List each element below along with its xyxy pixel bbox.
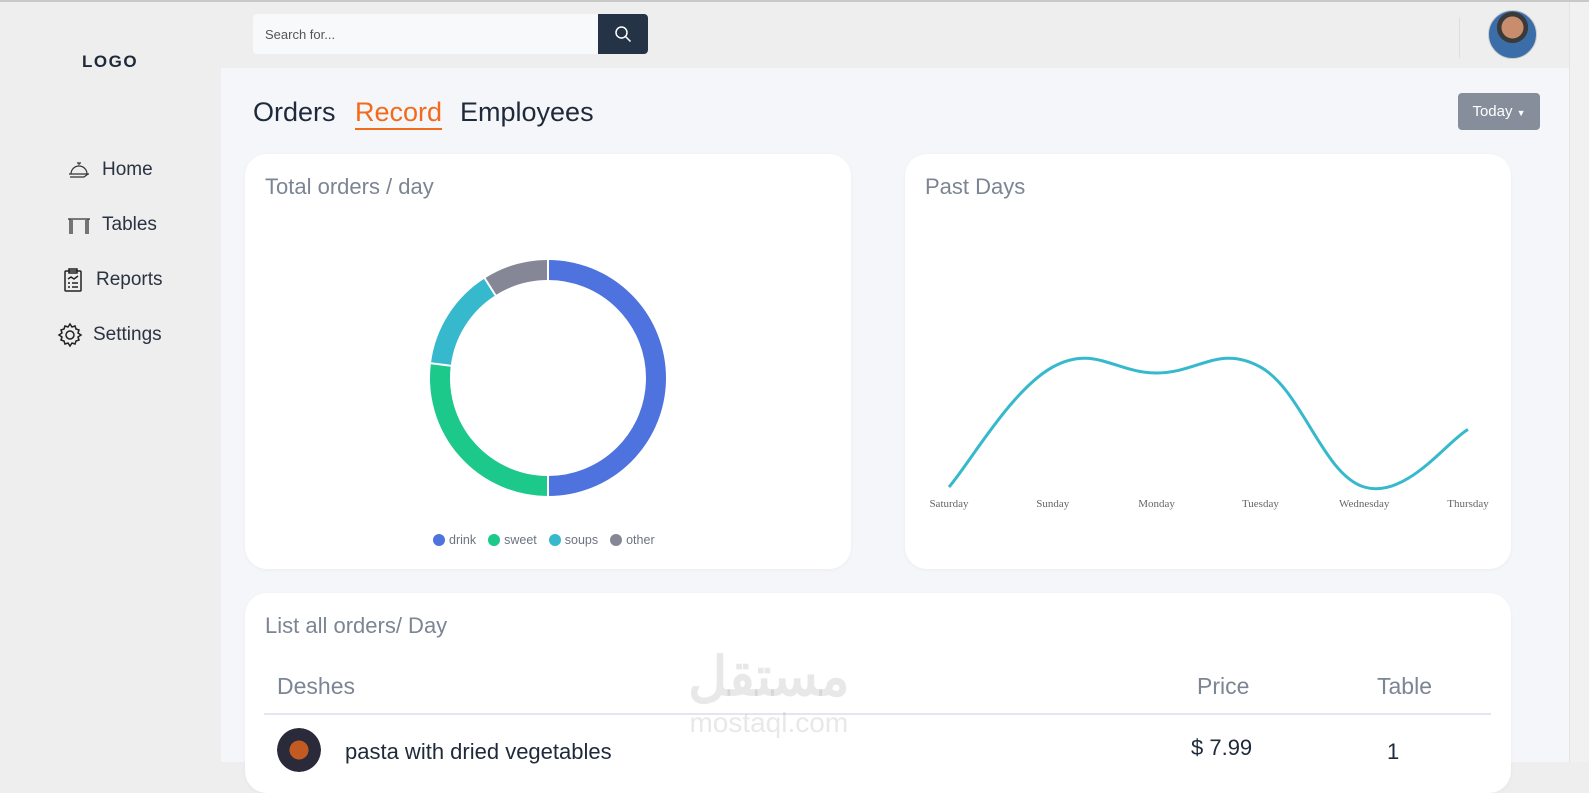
card-title: List all orders/ Day xyxy=(265,613,448,638)
legend-label: drink xyxy=(449,533,477,547)
search-button[interactable] xyxy=(598,14,648,54)
donut-slice-drink[interactable] xyxy=(547,260,666,496)
sidebar-item-settings[interactable]: Settings xyxy=(57,322,162,348)
slice-separator xyxy=(483,276,497,297)
legend-label: sweet xyxy=(504,533,537,547)
search-bar xyxy=(253,14,648,54)
gear-icon xyxy=(57,322,83,348)
donut-slice-other[interactable] xyxy=(484,260,549,296)
donut-chart xyxy=(429,259,666,497)
watermark-arabic: مستقل xyxy=(688,647,850,707)
x-tick-label: Sunday xyxy=(1036,498,1070,510)
legend-label: soups xyxy=(564,533,599,547)
line-chart: Saturday Sunday Monday Tuesday Wednesday Thur… xyxy=(929,356,1489,510)
x-tick-label: Saturday xyxy=(929,498,969,510)
legend-item-other[interactable]: other xyxy=(610,533,655,547)
column-header-price: Price xyxy=(1197,673,1250,699)
period-dropdown[interactable]: Today ▼ xyxy=(1458,93,1540,130)
card-title: Total orders / day xyxy=(265,174,434,199)
column-header-dishes: Deshes xyxy=(277,673,355,699)
search-input[interactable] xyxy=(253,14,598,54)
x-tick-label: Tuesday xyxy=(1242,498,1279,510)
legend-dot xyxy=(610,534,623,546)
legend-dot xyxy=(488,534,501,546)
dish-table: 1 xyxy=(1387,739,1400,764)
tab-record[interactable]: Record xyxy=(355,97,443,130)
donut-card: Total orders / day drink sweet soups other xyxy=(245,154,851,569)
caret-down-icon: ▼ xyxy=(1516,108,1526,118)
column-header-table: Table xyxy=(1377,673,1432,699)
sidebar-item-home[interactable]: Home xyxy=(66,157,153,183)
sidebar-item-label: Tables xyxy=(102,214,157,235)
table-icon xyxy=(68,218,90,234)
chart-legend: drink sweet soups other xyxy=(433,533,655,547)
donut-slice-sweet[interactable] xyxy=(430,363,549,496)
scrollbar[interactable] xyxy=(1569,2,1589,762)
legend-item-soups[interactable]: soups xyxy=(548,533,599,547)
sidebar-item-tables[interactable]: Tables xyxy=(66,212,157,238)
legend-dot xyxy=(433,534,445,546)
sidebar-item-reports[interactable]: Reports xyxy=(60,267,163,293)
dish-name: pasta with dried vegetables xyxy=(345,739,612,764)
x-tick-label: Thursday xyxy=(1447,498,1489,510)
sidebar: LOGO Home Tables Reports Settings xyxy=(0,2,221,762)
header-divider xyxy=(264,713,1491,715)
watermark: مستقل mostaql.com xyxy=(688,647,850,739)
tab-orders[interactable]: Orders xyxy=(253,97,336,127)
legend-item-drink[interactable]: drink xyxy=(433,533,476,547)
legend-label: other xyxy=(626,533,655,547)
dish-price: $ 7.99 xyxy=(1191,735,1253,760)
cloche-icon xyxy=(69,162,89,178)
x-tick-label: Monday xyxy=(1138,498,1175,510)
avatar[interactable] xyxy=(1488,10,1537,59)
legend-dot xyxy=(548,534,561,546)
card-title: Past Days xyxy=(925,174,1026,199)
legend-item-sweet[interactable]: sweet xyxy=(488,533,537,547)
sidebar-item-label: Reports xyxy=(96,269,163,290)
clipboard-icon xyxy=(64,268,82,292)
orders-card: List all orders/ Day Deshes Price Table … xyxy=(245,593,1511,793)
sidebar-item-label: Home xyxy=(102,159,153,180)
sidebar-item-label: Settings xyxy=(93,324,162,345)
period-label: Today xyxy=(1472,103,1513,120)
watermark-latin: mostaql.com xyxy=(689,707,849,738)
donut-slice-soups[interactable] xyxy=(430,278,496,367)
logo: LOGO xyxy=(82,52,139,71)
tab-employees[interactable]: Employees xyxy=(460,97,594,127)
dish-image xyxy=(277,728,321,772)
slice-separator xyxy=(429,362,452,367)
line-series xyxy=(947,356,1469,491)
x-tick-label: Wednesday xyxy=(1339,498,1390,510)
topbar-divider xyxy=(1459,18,1460,58)
search-icon xyxy=(615,26,632,43)
line-card: Past Days Saturday Sunday Monday Tuesday Wed… xyxy=(905,154,1511,569)
